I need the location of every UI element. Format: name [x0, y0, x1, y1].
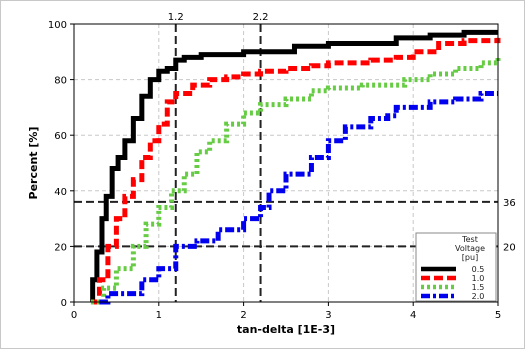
y-tick-label: 100 [48, 20, 67, 31]
legend-entry-label: 1.0 [472, 274, 485, 283]
series-line-1-0 [92, 37, 501, 305]
plot-frame [73, 23, 499, 303]
x-tick-label: 1 [156, 310, 162, 321]
y-tick-label: 0 [61, 298, 67, 309]
y-tick-label: 20 [54, 242, 67, 253]
x-tick-label: 5 [495, 310, 501, 321]
y-axis-title: Percent [%] [27, 127, 40, 200]
y-tick-label: 40 [54, 187, 67, 198]
vertical-reference-label: 1.2 [168, 12, 184, 23]
legend-entry-label: 1.5 [472, 283, 485, 292]
axis-ticks: 0 1 2 3 4 5 0 20 40 60 80 100 [48, 20, 501, 321]
series-line-1-5 [90, 57, 501, 305]
x-tick-label: 0 [71, 310, 77, 321]
legend-title: [pu] [462, 253, 478, 262]
legend-entry-label: 2.0 [472, 292, 485, 301]
x-tick-label: 3 [325, 310, 331, 321]
horizontal-reference-label: 36 [503, 198, 516, 209]
series-line-0-5 [90, 29, 498, 305]
y-tick-label: 80 [54, 76, 67, 87]
series-lines [90, 29, 501, 305]
legend-title: Voltage [455, 244, 485, 253]
x-axis-title: tan-delta [1E-3] [237, 323, 335, 336]
x-tick-label: 4 [410, 310, 416, 321]
legend-entry-label: 0.5 [472, 265, 485, 274]
y-tick-label: 60 [54, 131, 67, 142]
legend-title: Test [461, 235, 478, 244]
vertical-reference-label: 2.2 [253, 12, 269, 23]
x-tick-label: 2 [240, 310, 246, 321]
horizontal-reference-label: 20 [503, 242, 516, 253]
